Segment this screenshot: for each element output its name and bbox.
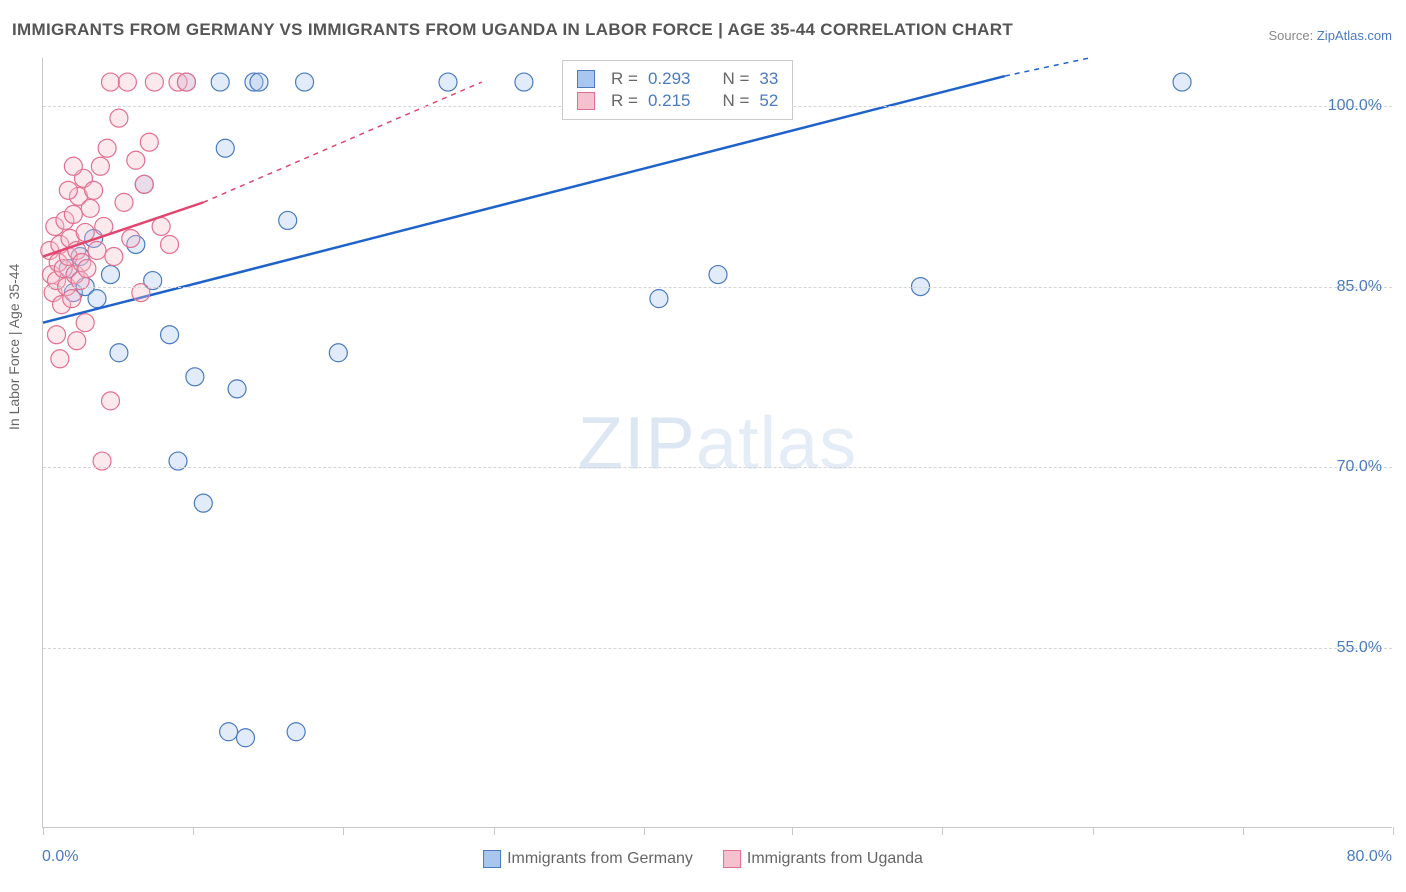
data-point — [161, 235, 179, 253]
scatter-svg — [43, 58, 1393, 828]
x-tick — [1243, 827, 1244, 835]
data-point — [140, 133, 158, 151]
data-point — [110, 109, 128, 127]
data-point — [152, 217, 170, 235]
data-point — [216, 139, 234, 157]
x-tick — [644, 827, 645, 835]
data-point — [237, 729, 255, 747]
legend-item: Immigrants from Uganda — [723, 850, 923, 868]
legend-row: R = 0.293 N = 33 — [577, 69, 778, 89]
r-value: 0.215 — [648, 91, 691, 111]
data-point — [115, 193, 133, 211]
legend-row: R = 0.215 N = 52 — [577, 91, 778, 111]
data-point — [194, 494, 212, 512]
data-point — [64, 205, 82, 223]
y-tick-label: 100.0% — [1328, 97, 1382, 115]
legend-swatch — [577, 70, 595, 88]
y-tick-label: 70.0% — [1337, 458, 1382, 476]
data-point — [48, 326, 66, 344]
data-point — [177, 73, 195, 91]
data-point — [161, 326, 179, 344]
data-point — [127, 151, 145, 169]
data-point — [102, 73, 120, 91]
data-point — [515, 73, 533, 91]
r-value: 0.293 — [648, 69, 691, 89]
data-point — [64, 157, 82, 175]
y-tick-label: 85.0% — [1337, 278, 1382, 296]
data-point — [122, 229, 140, 247]
legend-label: Immigrants from Uganda — [747, 850, 923, 867]
data-point — [78, 260, 96, 278]
x-tick — [193, 827, 194, 835]
n-value: 52 — [759, 91, 778, 111]
data-point — [51, 350, 69, 368]
r-label: R = — [611, 91, 638, 111]
x-tick — [343, 827, 344, 835]
data-point — [329, 344, 347, 362]
trend-line-dashed — [203, 82, 481, 202]
legend-swatch — [723, 850, 741, 868]
data-point — [650, 290, 668, 308]
data-point — [250, 73, 268, 91]
legend-swatch — [577, 92, 595, 110]
data-point — [186, 368, 204, 386]
data-point — [228, 380, 246, 398]
n-value: 33 — [759, 69, 778, 89]
x-tick — [1093, 827, 1094, 835]
n-label: N = — [722, 69, 749, 89]
data-point — [59, 181, 77, 199]
data-point — [88, 242, 106, 260]
source-attribution: Source: ZipAtlas.com — [1268, 28, 1392, 43]
data-point — [220, 723, 238, 741]
x-tick — [1393, 827, 1394, 835]
series-legend: Immigrants from Germany Immigrants from U… — [483, 850, 923, 868]
data-point — [279, 211, 297, 229]
x-tick — [792, 827, 793, 835]
data-point — [296, 73, 314, 91]
data-point — [68, 332, 86, 350]
data-point — [98, 139, 116, 157]
x-tick — [43, 827, 44, 835]
legend-label: Immigrants from Germany — [507, 850, 693, 867]
correlation-legend: R = 0.293 N = 33 R = 0.215 N = 52 — [562, 60, 793, 120]
source-link[interactable]: ZipAtlas.com — [1317, 28, 1392, 43]
y-axis-label: In Labor Force | Age 35-44 — [6, 264, 22, 430]
legend-swatch — [483, 850, 501, 868]
data-point — [118, 73, 136, 91]
data-point — [287, 723, 305, 741]
chart-title: IMMIGRANTS FROM GERMANY VS IMMIGRANTS FR… — [12, 20, 1013, 40]
data-point — [76, 314, 94, 332]
legend-item: Immigrants from Germany — [483, 850, 693, 868]
data-point — [76, 223, 94, 241]
x-tick — [494, 827, 495, 835]
data-point — [211, 73, 229, 91]
n-label: N = — [722, 91, 749, 111]
data-point — [135, 175, 153, 193]
data-point — [145, 73, 163, 91]
data-point — [102, 266, 120, 284]
data-point — [439, 73, 457, 91]
gridline — [43, 467, 1392, 468]
data-point — [88, 290, 106, 308]
data-point — [709, 266, 727, 284]
plot-area: ZIPatlas 55.0%70.0%85.0%100.0% — [42, 58, 1392, 828]
source-prefix: Source: — [1268, 28, 1316, 43]
x-axis-max-label: 80.0% — [1347, 848, 1392, 866]
data-point — [91, 157, 109, 175]
gridline — [43, 287, 1392, 288]
data-point — [81, 199, 99, 217]
r-label: R = — [611, 69, 638, 89]
gridline — [43, 648, 1392, 649]
data-point — [63, 290, 81, 308]
data-point — [1173, 73, 1191, 91]
trend-line-dashed — [1005, 58, 1089, 76]
y-tick-label: 55.0% — [1337, 639, 1382, 657]
data-point — [102, 392, 120, 410]
data-point — [85, 181, 103, 199]
x-axis-min-label: 0.0% — [42, 848, 78, 866]
data-point — [105, 248, 123, 266]
x-tick — [942, 827, 943, 835]
data-point — [110, 344, 128, 362]
